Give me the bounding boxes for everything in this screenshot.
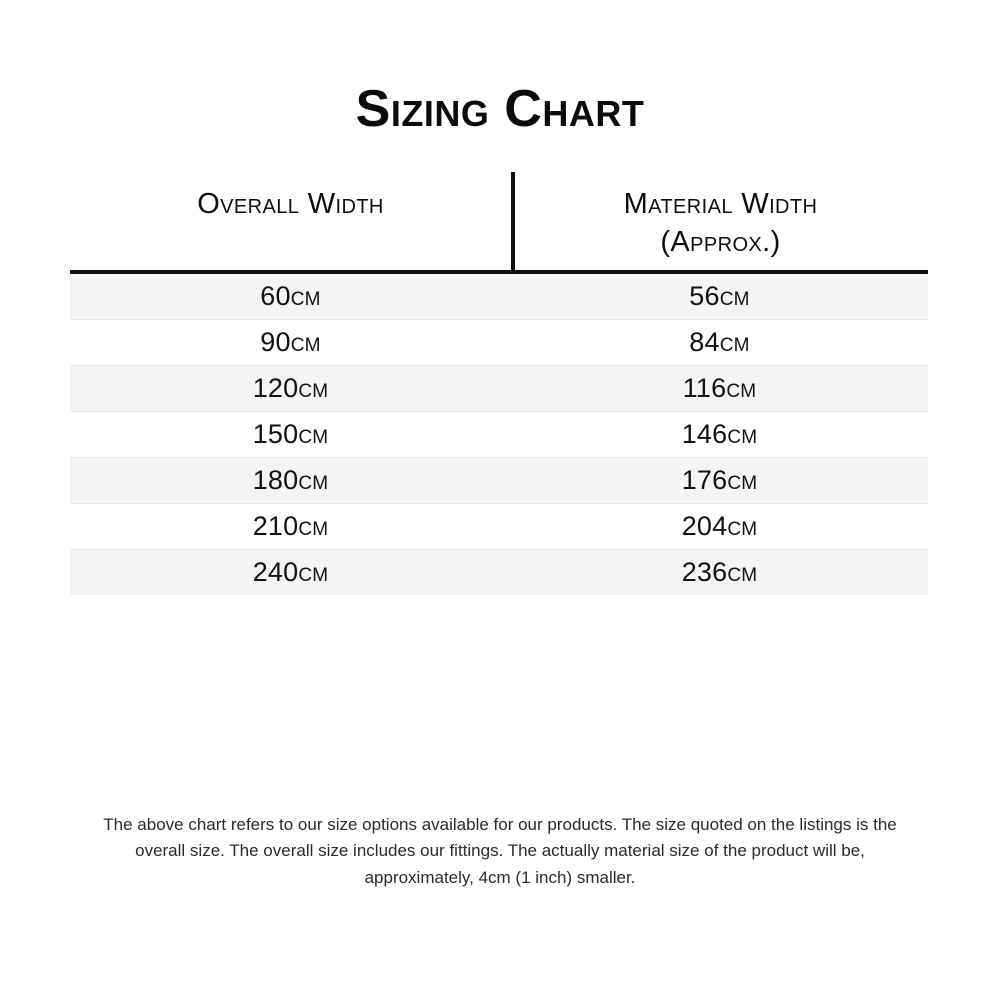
cell-material-width: 204cm bbox=[681, 511, 758, 541]
cell-overall-width: 210cm bbox=[252, 511, 329, 541]
cell-overall-width: 150cm bbox=[252, 419, 329, 449]
cell-overall-width: 90cm bbox=[260, 327, 321, 357]
sizing-table: Overall Width Material Width (Approx.) 6… bbox=[70, 172, 928, 595]
column-header-material-width: Material Width (Approx.) bbox=[513, 172, 928, 261]
header-rule bbox=[70, 270, 928, 274]
table-row: 210cm 204cm bbox=[70, 503, 928, 549]
table-row: 120cm 116cm bbox=[70, 365, 928, 411]
table-row: 90cm 84cm bbox=[70, 319, 928, 365]
table-row: 180cm 176cm bbox=[70, 457, 928, 503]
cell-material-width: 56cm bbox=[689, 281, 750, 311]
cell-overall-width: 120cm bbox=[252, 373, 329, 403]
column-header-overall-width: Overall Width bbox=[70, 172, 511, 224]
cell-material-width: 84cm bbox=[689, 327, 750, 357]
cell-overall-width: 180cm bbox=[252, 465, 329, 495]
column-header-overall-width-label: Overall Width bbox=[197, 188, 384, 220]
column-header-material-width-sublabel: (Approx.) bbox=[660, 225, 781, 258]
cell-material-width: 146cm bbox=[681, 419, 758, 449]
cell-material-width: 236cm bbox=[681, 557, 758, 587]
cell-overall-width: 60cm bbox=[260, 281, 321, 311]
column-header-material-width-label: Material Width bbox=[623, 188, 818, 220]
table-header-row: Overall Width Material Width (Approx.) bbox=[70, 172, 928, 274]
table-row: 150cm 146cm bbox=[70, 411, 928, 457]
page-title: Sizing Chart bbox=[355, 80, 645, 138]
table-row: 240cm 236cm bbox=[70, 549, 928, 595]
cell-material-width: 176cm bbox=[681, 465, 758, 495]
table-row: 60cm 56cm bbox=[70, 274, 928, 319]
table-body: 60cm 56cm 90cm 84cm 120cm 116cm 150cm 14… bbox=[70, 274, 928, 595]
cell-material-width: 116cm bbox=[682, 373, 757, 403]
cell-overall-width: 240cm bbox=[252, 557, 329, 587]
footer-note: The above chart refers to our size optio… bbox=[103, 815, 897, 887]
